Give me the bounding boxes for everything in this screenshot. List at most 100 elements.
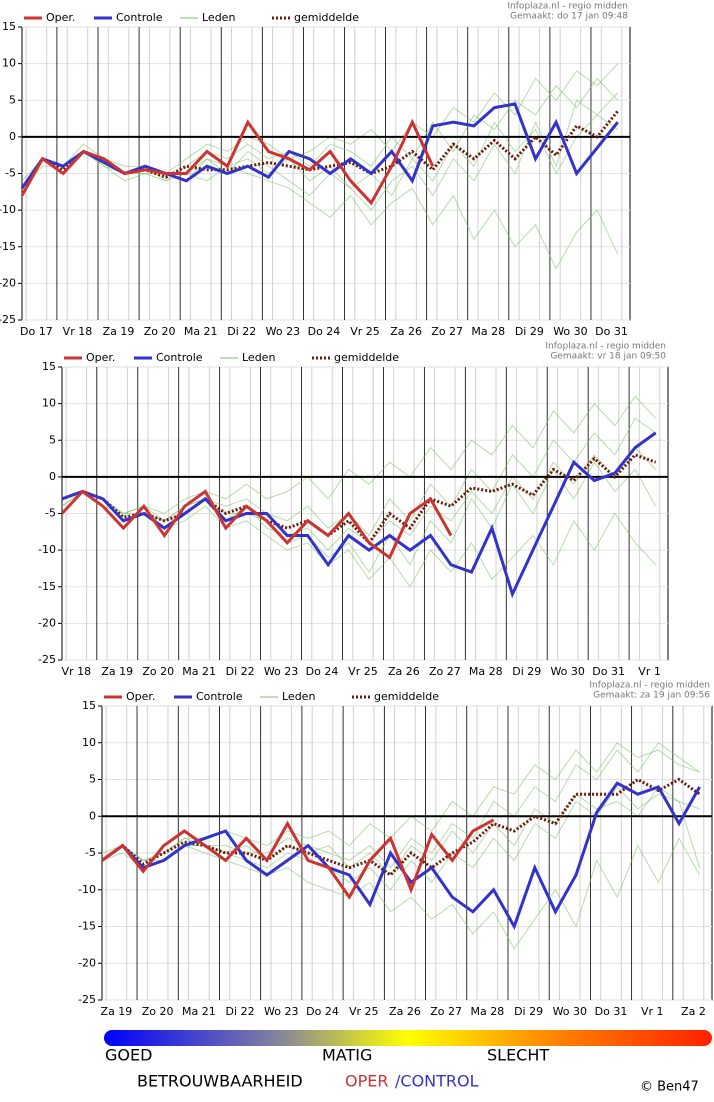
legend-label: Oper.: [46, 11, 75, 24]
source: Infoplaza.nl - regio midden: [545, 342, 666, 352]
y-tick-label: 15: [42, 360, 56, 373]
y-tick-label: -25: [78, 993, 96, 1006]
y-tick-label: 15: [82, 699, 96, 712]
x-tick-label: Wo 30: [553, 325, 587, 338]
x-tick-label: Za 26: [390, 325, 422, 338]
y-tick-label: -20: [38, 616, 56, 629]
x-tick-label: Do 24: [306, 665, 339, 678]
legend-label: Leden: [282, 690, 315, 703]
legend-label: Leden: [202, 11, 235, 24]
y-tick-label: 10: [2, 57, 16, 70]
y-tick-label: 5: [89, 773, 96, 786]
x-tick-label: Do 31: [595, 1005, 628, 1018]
x-tick-label: Di 29: [512, 665, 541, 678]
x-tick-label: Do 24: [306, 1005, 339, 1018]
y-tick-label: 5: [9, 93, 16, 106]
y-tick-label: -15: [38, 580, 56, 593]
y-tick-label: 0: [49, 470, 56, 483]
y-tick-label: 15: [2, 20, 16, 33]
x-tick-label: Do 31: [595, 325, 628, 338]
y-tick-label: 5: [49, 433, 56, 446]
x-tick-label: Di 22: [227, 325, 256, 338]
x-tick-label: Ma 21: [182, 665, 216, 678]
x-tick-label: Ma 28: [471, 325, 505, 338]
x-tick-label: Zo 27: [429, 665, 461, 678]
y-tick-label: -25: [38, 653, 56, 666]
x-tick-label: Zo 20: [142, 665, 174, 678]
legend-label: gemiddelde: [374, 690, 439, 703]
y-tick-label: -25: [0, 313, 16, 326]
control-label: /CONTROL: [395, 1072, 479, 1091]
x-tick-label: Zo 27: [431, 325, 463, 338]
x-tick-label: Vr 18: [63, 325, 93, 338]
legend-label: Oper.: [126, 690, 155, 703]
x-tick-label: Ma 28: [471, 1005, 505, 1018]
x-tick-label: Do 31: [592, 665, 625, 678]
x-tick-label: Di 22: [226, 665, 255, 678]
y-tick-label: 10: [42, 397, 56, 410]
series-line: [61, 453, 657, 546]
level-label: SLECHT: [487, 1046, 549, 1065]
series-line: [60, 489, 453, 560]
y-tick-label: -5: [85, 846, 96, 859]
y-tick-label: -20: [78, 956, 96, 969]
legend-label: gemiddelde: [334, 351, 399, 364]
x-tick-label: Wo 23: [264, 1005, 298, 1018]
y-tick-label: -15: [78, 920, 96, 933]
credit: © Ben47: [640, 1080, 699, 1095]
series-line: [20, 118, 435, 206]
legend-label: Leden: [242, 351, 275, 364]
reliability-title: BETROUWBAARHEID: [137, 1072, 303, 1091]
legend-label: Controle: [196, 690, 243, 703]
x-tick-label: Do 24: [308, 325, 341, 338]
x-tick-label: Di 29: [515, 325, 544, 338]
series-line: [101, 818, 495, 900]
x-tick-label: Do 17: [20, 325, 53, 338]
x-tick-label: Wo 30: [550, 665, 584, 678]
level-label: MATIG: [322, 1046, 372, 1065]
x-tick-label: Za 19: [101, 665, 133, 678]
x-tick-label: Ma 28: [469, 665, 503, 678]
x-tick-label: Ma 21: [184, 325, 218, 338]
y-tick-label: -10: [78, 883, 96, 896]
y-tick-label: -5: [5, 167, 16, 180]
x-tick-label: Za 2: [681, 1005, 706, 1018]
member-line: [21, 77, 619, 182]
x-tick-label: Vr 18: [62, 665, 92, 678]
source: Infoplaza.nl - regio midden: [507, 2, 628, 12]
y-tick-label: 10: [82, 736, 96, 749]
x-tick-label: Zo 27: [430, 1005, 462, 1018]
x-tick-label: Vr 1: [641, 1005, 664, 1018]
created: Gemaakt: do 17 jan 09:48: [510, 12, 628, 22]
x-tick-label: Vr 25: [350, 325, 380, 338]
oper-label: OPER: [345, 1072, 388, 1091]
y-tick-label: -20: [0, 276, 16, 289]
legend-label: gemiddelde: [294, 11, 359, 24]
x-tick-label: Wo 23: [264, 665, 298, 678]
member-line: [21, 143, 619, 270]
y-tick-label: -15: [0, 240, 16, 253]
x-tick-label: Za 19: [103, 325, 135, 338]
reliability-bar: [104, 1030, 712, 1046]
x-tick-label: Za 26: [388, 665, 420, 678]
x-tick-label: Wo 23: [266, 325, 300, 338]
x-tick-label: Za 19: [101, 1005, 133, 1018]
level-label: GOED: [105, 1046, 152, 1065]
legend-label: Controle: [116, 11, 163, 24]
x-tick-label: Vr 25: [348, 665, 378, 678]
y-tick-label: 0: [9, 130, 16, 143]
x-tick-label: Vr 25: [349, 1005, 379, 1018]
y-tick-label: -10: [0, 203, 16, 216]
created: Gemaakt: za 19 jan 09:56: [593, 691, 710, 701]
x-tick-label: Wo 30: [553, 1005, 587, 1018]
x-tick-label: Ma 21: [182, 1005, 216, 1018]
series-line: [61, 431, 657, 599]
y-tick-label: 0: [89, 809, 96, 822]
source: Infoplaza.nl - regio midden: [589, 681, 710, 691]
x-tick-label: Za 26: [389, 1005, 421, 1018]
x-tick-label: Zo 20: [142, 1005, 174, 1018]
legend-label: Oper.: [86, 351, 115, 364]
x-tick-label: Zo 20: [144, 325, 176, 338]
x-tick-label: Vr 1: [638, 665, 661, 678]
